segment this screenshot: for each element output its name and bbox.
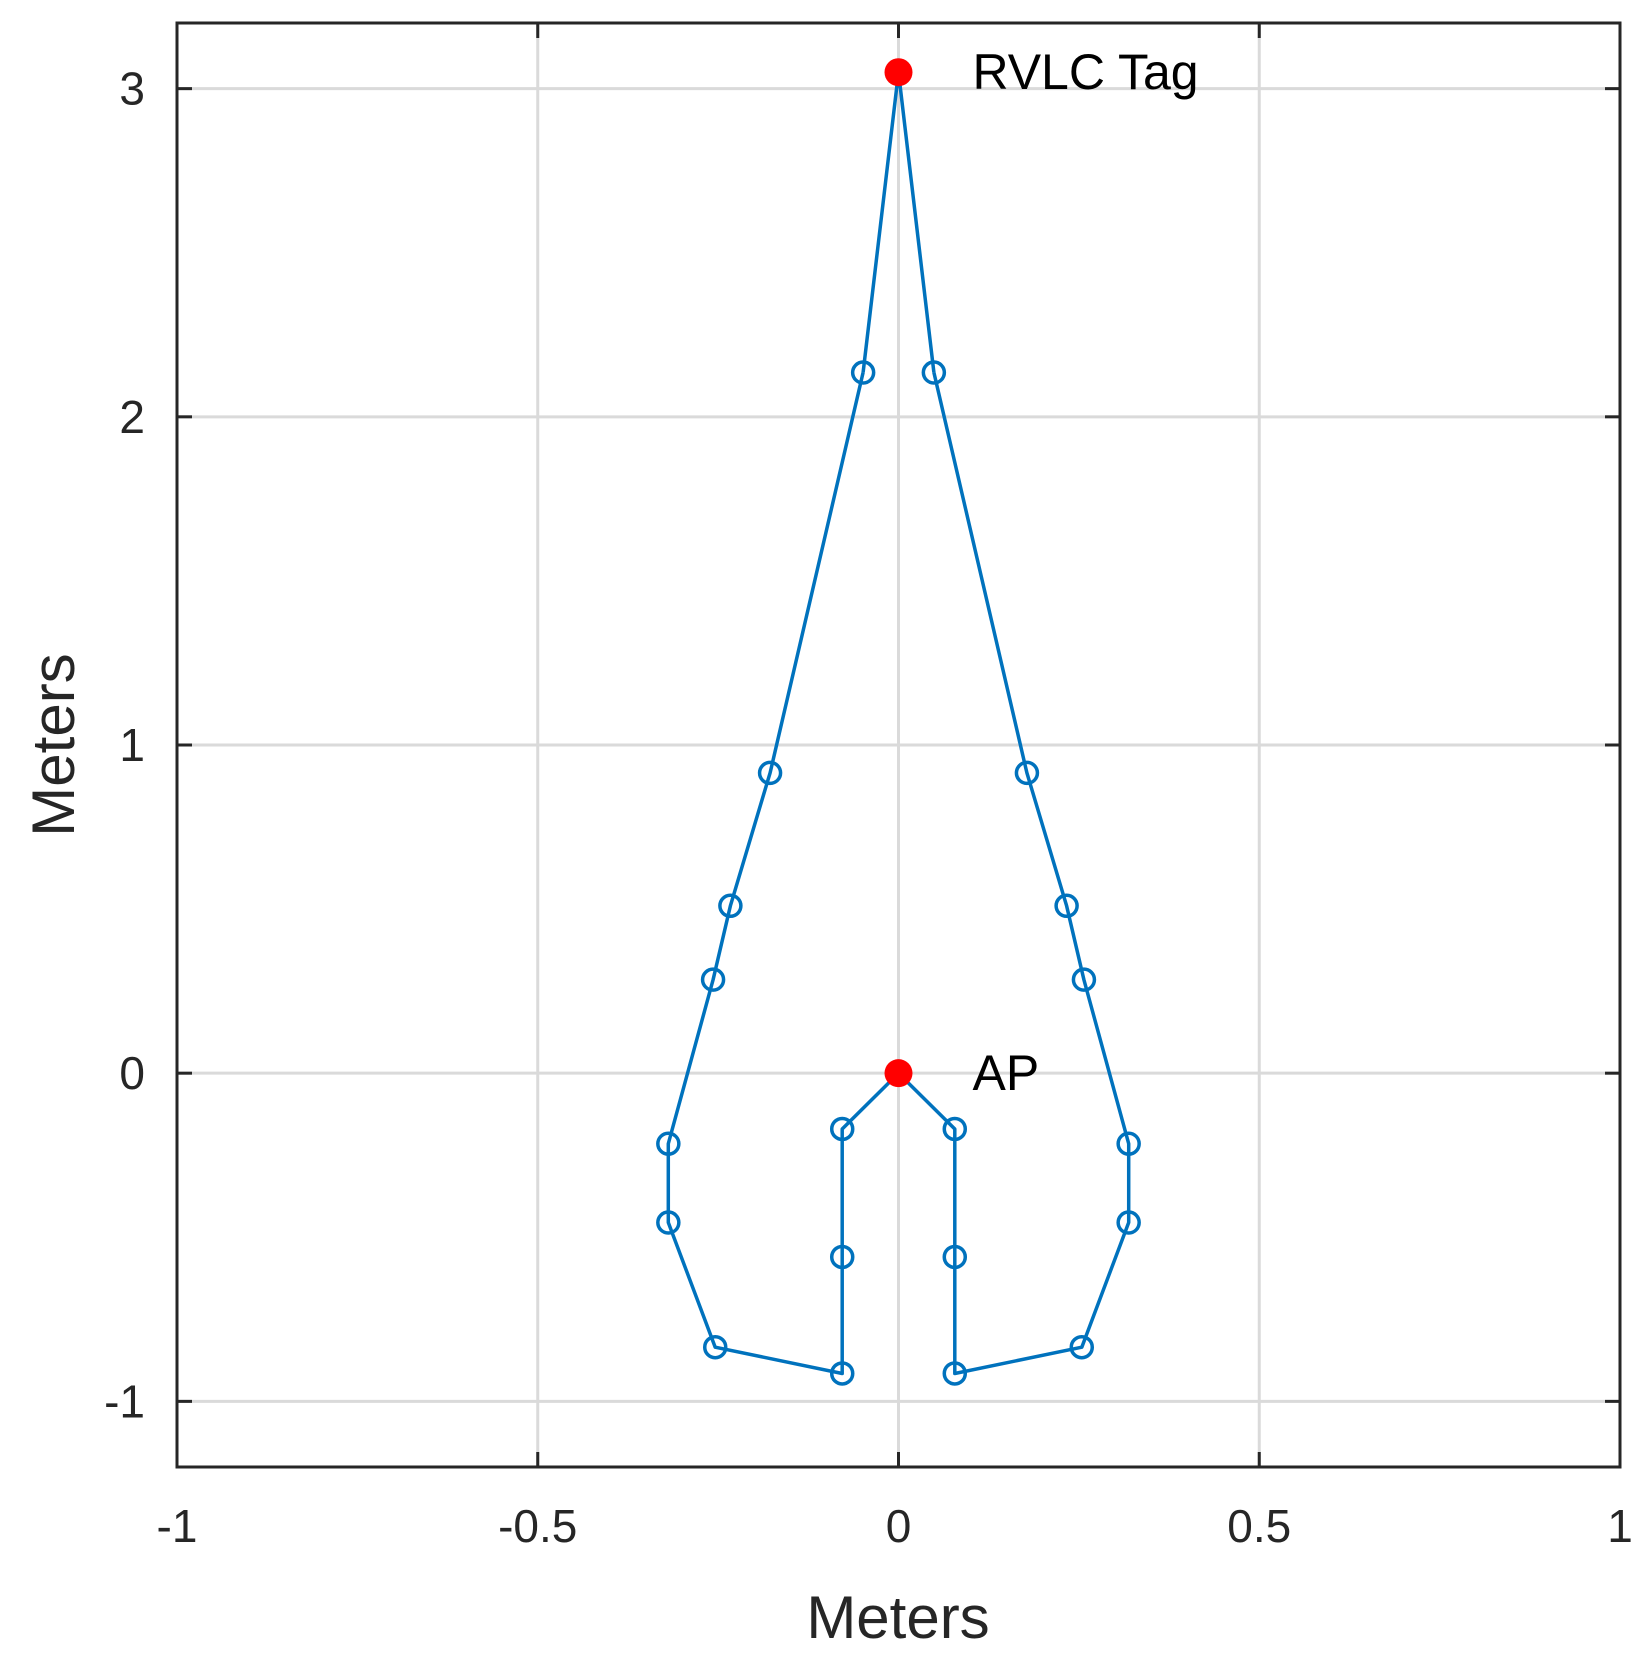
x-tick-label: 0.5 [1227, 1500, 1291, 1552]
data-point-marker [829, 1361, 855, 1386]
data-point-marker [942, 1244, 968, 1270]
y-tick-label: 1 [119, 719, 145, 771]
data-point-marker [700, 967, 726, 992]
data-point-marker [1116, 1131, 1141, 1156]
ap-label: AP [973, 1045, 1040, 1101]
x-axis-label: Meters [806, 1584, 989, 1651]
data-point-marker [829, 1116, 855, 1142]
data-point-marker [702, 1334, 728, 1360]
data-point-marker [1071, 967, 1097, 992]
data-point-marker [921, 360, 947, 385]
x-tick-label: -1 [157, 1500, 198, 1552]
special-points [884, 58, 913, 1088]
rvlc-tag-label: RVLC Tag [973, 44, 1199, 100]
data-point-marker [1116, 1210, 1141, 1235]
ticks: -1 -0.5 0 0.5 1 -1 0 1 2 3 [104, 23, 1633, 1552]
series-line-path-right [897, 372, 1131, 1376]
y-tick-label: 0 [119, 1047, 145, 1099]
data-point-marker [942, 1361, 968, 1386]
y-tick-label: 2 [119, 391, 145, 443]
y-axis-label: Meters [20, 653, 87, 836]
data-point-marker [1054, 893, 1079, 919]
data-point-marker [850, 360, 876, 385]
data-point-marker [757, 760, 783, 786]
data-point-marker [829, 1244, 855, 1270]
x-tick-label: 1 [1607, 1500, 1633, 1552]
x-tick-label: 0 [886, 1500, 912, 1552]
data-point-marker [718, 893, 743, 919]
rvlc-tag-point [884, 58, 913, 87]
annotations: RVLC Tag AP [973, 44, 1199, 1101]
data-point-marker [1069, 1334, 1095, 1360]
data-point-marker [1014, 760, 1040, 786]
series-markers [656, 360, 1141, 1386]
x-tick-label: -0.5 [498, 1500, 577, 1552]
data-point-marker [656, 1131, 681, 1156]
data-point-marker [656, 1210, 681, 1235]
data-point-marker [942, 1116, 968, 1142]
y-tick-label: 3 [119, 63, 145, 115]
y-tick-label: -1 [104, 1375, 145, 1427]
ap-point [884, 1059, 913, 1088]
series-line-path-left [666, 372, 900, 1376]
